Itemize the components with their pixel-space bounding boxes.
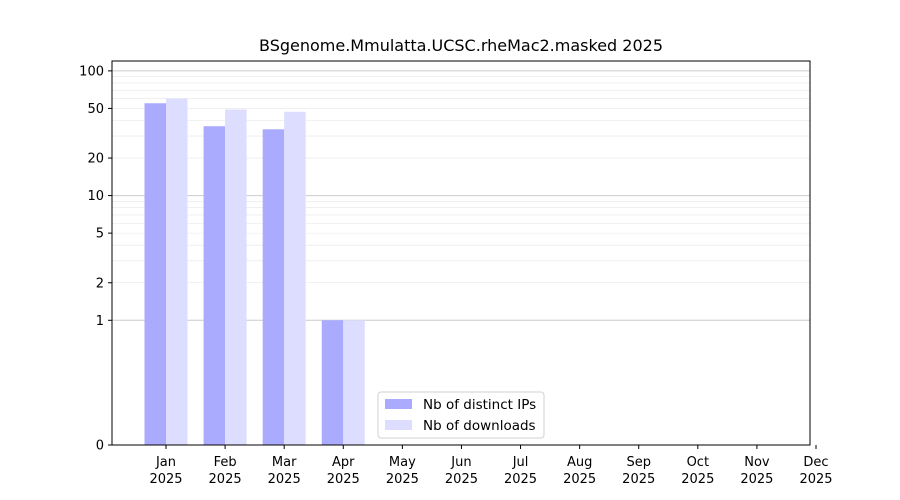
x-tick-label-year: 2025 <box>563 472 596 487</box>
x-tick-label-year: 2025 <box>149 472 182 487</box>
x-tick-label-year: 2025 <box>681 472 714 487</box>
bar-downloads <box>166 98 188 446</box>
y-tick-label: 100 <box>79 64 104 79</box>
y-tick-label: 1 <box>96 314 104 329</box>
x-tick-label-month: Feb <box>214 455 237 470</box>
x-tick-label-year: 2025 <box>327 472 360 487</box>
x-tick-label-year: 2025 <box>799 472 832 487</box>
legend-swatch <box>385 399 412 409</box>
x-tick-label-month: Oct <box>687 455 709 470</box>
x-tick-label-month: Dec <box>803 455 828 470</box>
y-tick-label: 0 <box>96 439 104 454</box>
legend-swatch <box>385 420 412 430</box>
x-tick-label-month: Jan <box>155 455 176 470</box>
y-tick-label: 10 <box>87 189 104 204</box>
bars <box>144 98 365 446</box>
x-tick-label-year: 2025 <box>622 472 655 487</box>
y-tick-label: 5 <box>96 227 104 242</box>
x-tick-label-year: 2025 <box>445 472 478 487</box>
bar-distinct-ips <box>321 320 344 445</box>
x-tick-label-year: 2025 <box>504 472 537 487</box>
chart-title: BSgenome.Mmulatta.UCSC.rheMac2.masked 20… <box>259 36 663 55</box>
legend-label: Nb of downloads <box>423 418 536 434</box>
bar-distinct-ips <box>144 103 166 446</box>
bar-downloads <box>225 109 247 445</box>
bar-distinct-ips <box>203 126 226 446</box>
x-tick-label-month: Sep <box>626 455 651 470</box>
bar-downloads <box>343 320 365 445</box>
x-tick-label-year: 2025 <box>209 472 242 487</box>
x-tick-label-month: Aug <box>567 455 592 470</box>
x-tick-label-year: 2025 <box>386 472 419 487</box>
y-tick-label: 2 <box>96 276 104 291</box>
legend-label: Nb of distinct IPs <box>423 397 536 413</box>
x-tick-label-year: 2025 <box>740 472 773 487</box>
x-tick-label-year: 2025 <box>268 472 301 487</box>
bar-downloads <box>284 111 306 445</box>
x-tick-label-month: Apr <box>332 455 355 470</box>
x-tick-label-month: Jun <box>450 455 471 470</box>
bar-distinct-ips <box>262 129 285 446</box>
x-tick-label-month: Jul <box>512 455 529 470</box>
x-tick-label-month: May <box>389 455 416 470</box>
y-tick-label: 50 <box>87 102 104 117</box>
x-tick-label-month: Nov <box>744 455 770 470</box>
axes: 0 1 2 5 10 20 50 100 Jan 2025 Feb 2025 Mar 2025 Apr 202… <box>79 60 833 487</box>
legend-box <box>377 391 545 439</box>
legend: Nb of distinct IPs Nb of downloads <box>377 391 545 439</box>
x-tick-label-month: Mar <box>272 455 297 470</box>
y-tick-label: 20 <box>87 152 104 167</box>
